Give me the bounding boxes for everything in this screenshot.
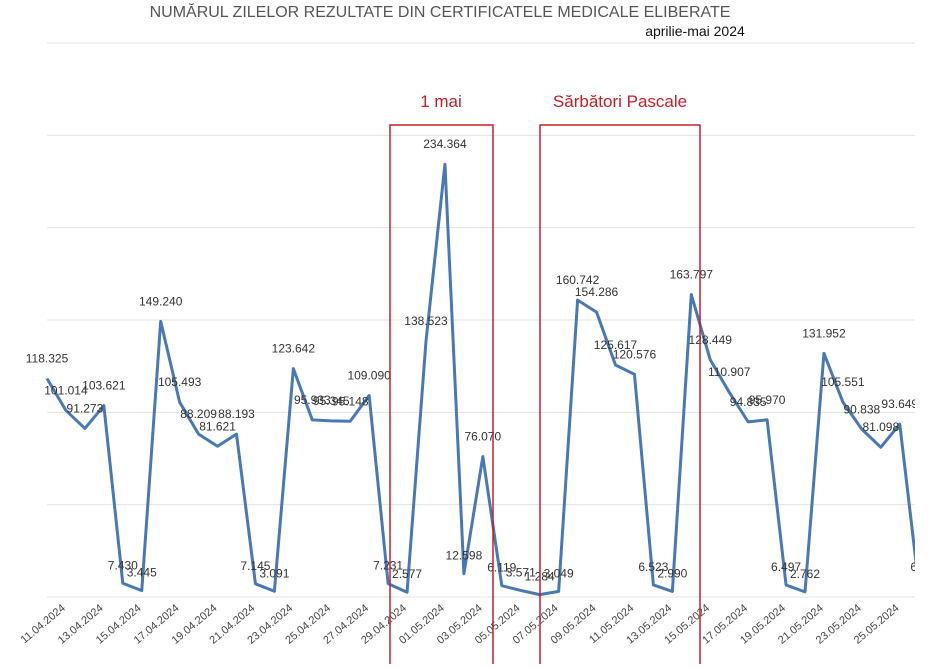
data-line bbox=[45, 162, 915, 597]
data-label: 95.148 bbox=[332, 394, 369, 408]
data-label: 160.742 bbox=[556, 273, 600, 287]
data-label: 91.273 bbox=[67, 401, 104, 415]
data-label: 149.240 bbox=[139, 294, 183, 308]
data-label: 6.523 bbox=[638, 560, 668, 574]
data-label: 7.231 bbox=[373, 559, 403, 573]
data-label: 123.642 bbox=[272, 342, 316, 356]
data-label: 105.551 bbox=[821, 375, 865, 389]
data-label: 6.5 bbox=[910, 560, 927, 574]
data-label: 103.621 bbox=[82, 379, 126, 393]
data-label: 109.090 bbox=[347, 369, 391, 383]
data-label: 95.970 bbox=[749, 393, 786, 407]
data-label: 105.493 bbox=[158, 375, 202, 389]
data-label: 94.835 bbox=[730, 395, 767, 409]
data-label: 125.617 bbox=[594, 338, 638, 352]
plot-area: 11.04.202413.04.202415.04.202417.04.2024… bbox=[19, 42, 927, 647]
data-label: 101.014 bbox=[44, 383, 88, 397]
data-label: 81.621 bbox=[199, 419, 236, 433]
data-label: 163.797 bbox=[670, 268, 714, 282]
data-label: 118.325 bbox=[26, 351, 69, 365]
data-label: 3.091 bbox=[259, 566, 289, 580]
data-label: 3.445 bbox=[127, 566, 157, 580]
data-label: 12.598 bbox=[446, 549, 483, 563]
highlight-box bbox=[539, 124, 701, 666]
data-label: 120.576 bbox=[613, 347, 657, 361]
annotation: 1 mai bbox=[420, 92, 462, 111]
data-label: 7.430 bbox=[108, 558, 138, 572]
data-label: 2.577 bbox=[392, 567, 422, 581]
data-label: 6.119 bbox=[487, 561, 516, 575]
data-label: 81.098 bbox=[862, 420, 899, 434]
data-label: 7.145 bbox=[240, 559, 270, 573]
annotation: Sărbători Pascale bbox=[553, 92, 687, 111]
data-label: 138.523 bbox=[404, 314, 448, 328]
data-label: 76.070 bbox=[464, 430, 501, 444]
chart-title: NUMĂRUL ZILELOR REZULTATE DIN CERTIFICAT… bbox=[150, 2, 731, 21]
data-label: 131.952 bbox=[802, 326, 846, 340]
data-label: 234.364 bbox=[423, 137, 467, 151]
data-label: 95.933 bbox=[294, 393, 331, 407]
data-label: 110.907 bbox=[708, 365, 751, 379]
data-label: 2.990 bbox=[657, 566, 687, 580]
data-label: 6.497 bbox=[771, 560, 801, 574]
data-label: 3.049 bbox=[544, 566, 574, 580]
chart-subtitle: aprilie-mai 2024 bbox=[645, 23, 745, 39]
data-label: 90.838 bbox=[843, 402, 880, 416]
data-label: 2.762 bbox=[790, 567, 820, 581]
data-label: 95.345 bbox=[313, 394, 350, 408]
data-label: 88.209 bbox=[180, 407, 217, 421]
data-label: 128.449 bbox=[689, 333, 733, 347]
data-label: 88.193 bbox=[218, 407, 255, 421]
data-label: 93.649 bbox=[881, 397, 918, 411]
data-label: 154.286 bbox=[575, 285, 619, 299]
data-label: 3.571 bbox=[506, 565, 536, 579]
